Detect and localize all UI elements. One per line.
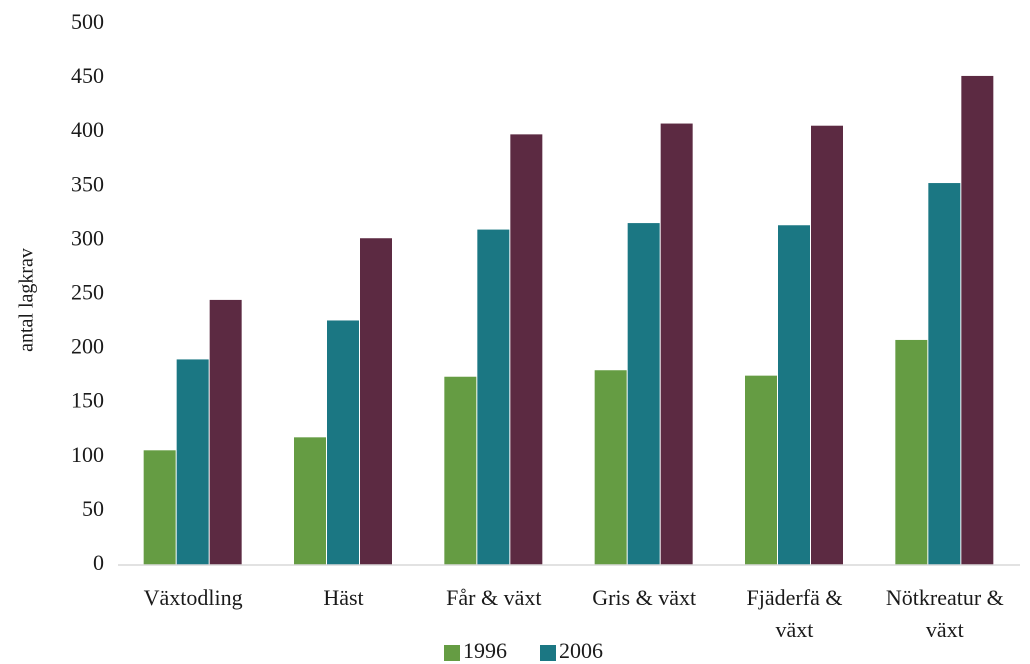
category-label: Växtodling bbox=[144, 585, 243, 610]
bar-1996 bbox=[745, 375, 777, 565]
y-tick-label: 100 bbox=[71, 442, 104, 467]
category-label: växt bbox=[776, 617, 814, 642]
bar-series-3 bbox=[811, 125, 843, 565]
bar-1996 bbox=[444, 376, 477, 565]
bar-1996 bbox=[294, 437, 326, 565]
y-tick-label: 400 bbox=[71, 117, 104, 142]
category-label: växt bbox=[926, 617, 964, 642]
legend-label: 2006 bbox=[559, 638, 603, 663]
legend: 1996 2006 bbox=[444, 638, 603, 663]
bar-series-3 bbox=[360, 238, 392, 565]
y-tick-label: 250 bbox=[71, 280, 104, 305]
legend-swatch bbox=[540, 645, 556, 661]
bar-series-3 bbox=[660, 123, 693, 565]
legend-swatch bbox=[444, 645, 460, 661]
y-tick-label: 300 bbox=[71, 225, 104, 250]
bar-1996 bbox=[594, 370, 627, 565]
category-labels: Växtodling Häst Får & växt Gris & växt Fjäde… bbox=[144, 585, 1004, 642]
y-tick-label: 450 bbox=[71, 63, 104, 88]
category-label: Får & växt bbox=[446, 585, 541, 610]
bars bbox=[143, 75, 994, 565]
bar-2006 bbox=[477, 229, 510, 565]
category-label: Häst bbox=[323, 585, 363, 610]
bar-2006 bbox=[928, 183, 961, 565]
y-tick-label: 500 bbox=[71, 9, 104, 34]
y-tick-label: 350 bbox=[71, 171, 104, 196]
category-label: Gris & växt bbox=[592, 585, 696, 610]
bar-2006 bbox=[627, 223, 660, 565]
bar-2006 bbox=[176, 359, 209, 565]
y-tick-label: 200 bbox=[71, 334, 104, 359]
y-tick-label: 50 bbox=[82, 496, 104, 521]
y-axis-ticks: 0 50 100 150 200 250 300 350 400 450 500 bbox=[71, 9, 104, 575]
bar-1996 bbox=[143, 450, 176, 565]
bar-series-3 bbox=[209, 299, 242, 565]
category-label: Fjäderfä & bbox=[747, 585, 843, 610]
y-tick-label: 0 bbox=[93, 550, 104, 575]
bar-2006 bbox=[327, 320, 359, 565]
y-tick-label: 150 bbox=[71, 388, 104, 413]
bar-series-3 bbox=[961, 75, 994, 565]
y-axis-title: antal lagkrav bbox=[16, 248, 38, 352]
legend-label: 1996 bbox=[463, 638, 507, 663]
category-label: Nötkreatur & bbox=[886, 585, 1004, 610]
bar-1996 bbox=[895, 339, 928, 565]
bar-2006 bbox=[778, 225, 810, 565]
bar-series-3 bbox=[510, 134, 543, 565]
